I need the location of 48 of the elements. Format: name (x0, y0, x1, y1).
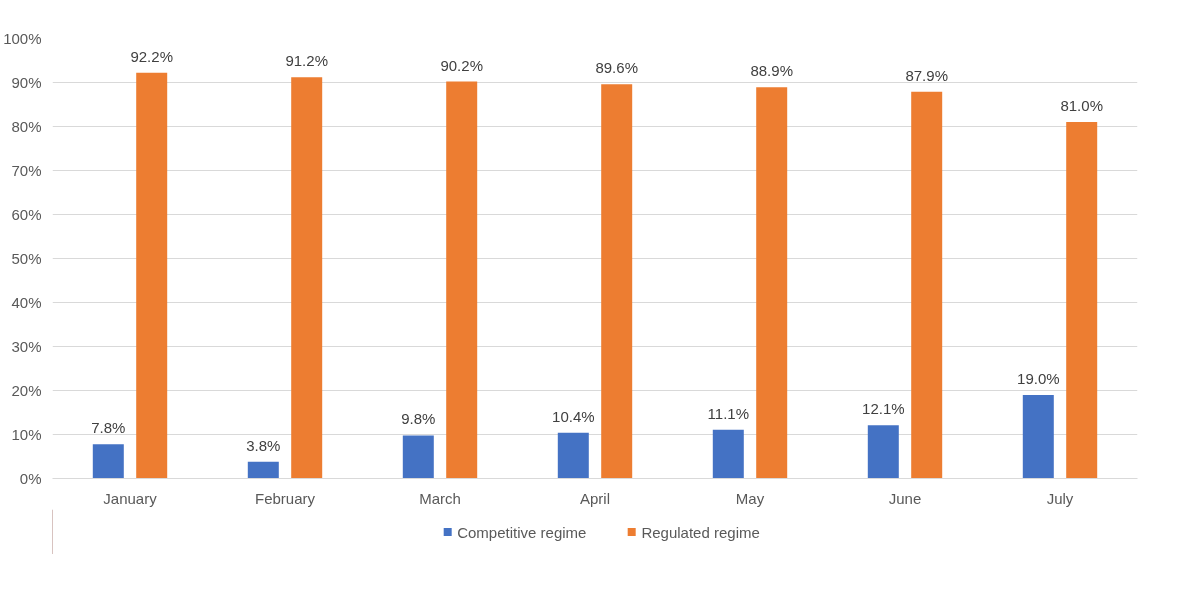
legend-label: Regulated regime (641, 523, 760, 540)
bar (756, 87, 788, 479)
x-tick-label: May (735, 489, 765, 507)
y-tick-label: 90% (11, 74, 42, 91)
data-label: 7.8% (91, 419, 126, 437)
y-tick-label: 0% (19, 470, 42, 487)
legend-label: Competitive regime (457, 523, 587, 540)
bar (136, 72, 168, 479)
data-label: 92.2% (130, 47, 173, 65)
bar (402, 435, 434, 479)
bar (92, 444, 124, 479)
data-label: 3.8% (246, 436, 281, 454)
y-tick-label: 20% (11, 382, 42, 399)
bar (712, 429, 744, 479)
data-label: 87.9% (905, 66, 948, 84)
data-label: 88.9% (750, 62, 793, 80)
data-label: 90.2% (440, 56, 483, 74)
bar (291, 77, 323, 479)
bar (1066, 122, 1098, 479)
x-tick-label: July (1046, 489, 1074, 507)
data-label: 9.8% (401, 410, 436, 428)
x-tick-label: March (419, 489, 461, 507)
bar (601, 84, 633, 479)
bar (911, 91, 943, 479)
y-tick-label: 100% (3, 30, 42, 47)
x-tick-label: February (254, 489, 316, 507)
x-tick-label: June (888, 489, 922, 507)
data-label: 19.0% (1017, 369, 1060, 387)
data-label: 91.2% (285, 52, 328, 70)
x-tick-label: April (580, 489, 611, 507)
data-label: 10.4% (552, 407, 595, 425)
data-label: 11.1% (707, 404, 750, 422)
y-tick-label: 40% (11, 294, 42, 311)
y-tick-label: 60% (11, 206, 42, 223)
bar (557, 432, 589, 479)
bar (247, 461, 279, 479)
y-tick-label: 50% (11, 250, 42, 267)
x-tick-label: January (103, 489, 158, 507)
y-tick-label: 70% (11, 162, 42, 179)
y-tick-label: 10% (11, 426, 42, 443)
bar (446, 81, 478, 479)
data-label: 89.6% (595, 59, 638, 77)
y-tick-label: 30% (11, 338, 42, 355)
bar (1022, 394, 1054, 479)
y-tick-label: 80% (11, 118, 42, 135)
data-label: 12.1% (862, 400, 905, 418)
bar (867, 425, 899, 479)
data-label: 81.0% (1060, 97, 1103, 115)
